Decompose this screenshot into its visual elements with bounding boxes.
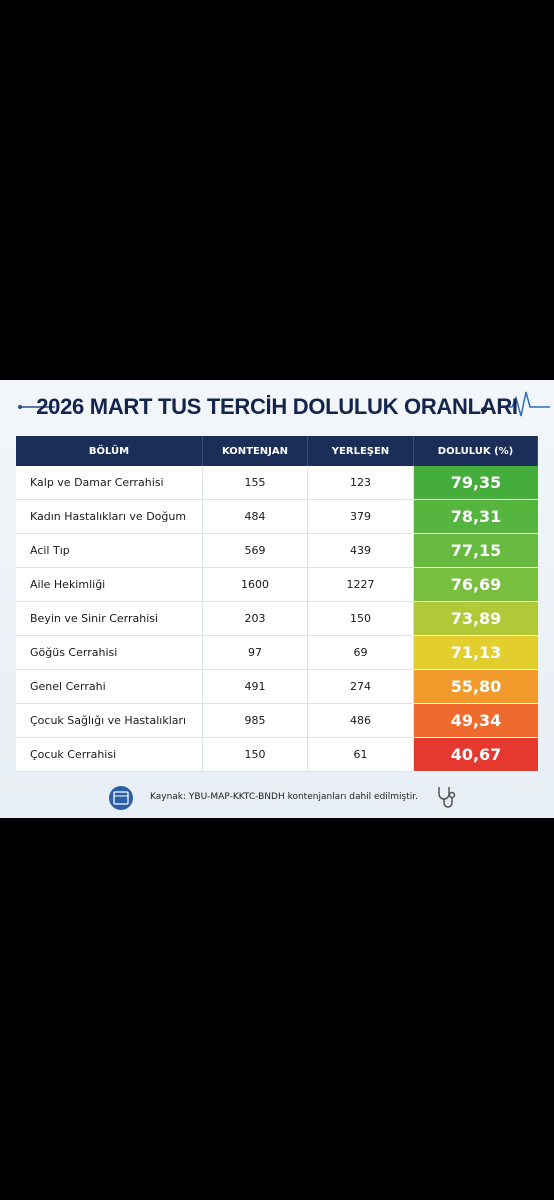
stethoscope-icon <box>438 787 456 808</box>
department-cell: Kadın Hastalıkları ve Doğum <box>16 500 203 534</box>
number-cell: 484 <box>203 500 308 534</box>
number-cell: 1227 <box>308 568 414 602</box>
occupancy-cell: 76,69 <box>414 568 538 602</box>
number-cell: 274 <box>308 670 414 704</box>
number-cell: 491 <box>203 670 308 704</box>
department-cell: Göğüs Cerrahisi <box>16 636 203 670</box>
department-cell: Genel Cerrahi <box>16 670 203 704</box>
number-cell: 379 <box>308 500 414 534</box>
number-cell: 150 <box>203 738 308 772</box>
occupancy-cell: 73,89 <box>414 602 538 636</box>
number-cell: 97 <box>203 636 308 670</box>
column-header: DOLULUK (%) <box>414 436 538 466</box>
calendar-icon <box>109 786 133 810</box>
department-cell: Çocuk Sağlığı ve Hastalıkları <box>16 704 203 738</box>
department-cell: Çocuk Cerrahisi <box>16 738 203 772</box>
column-header: KONTENJAN <box>203 436 308 466</box>
title-decor <box>18 391 550 417</box>
occupancy-cell: 77,15 <box>414 534 538 568</box>
department-cell: Acil Tıp <box>16 534 203 568</box>
number-cell: 1600 <box>203 568 308 602</box>
occupancy-cell: 78,31 <box>414 500 538 534</box>
department-cell: Aile Hekimliği <box>16 568 203 602</box>
number-cell: 150 <box>308 602 414 636</box>
department-cell: Beyin ve Sinir Cerrahisi <box>16 602 203 636</box>
title: 2026 MART TUS TERCİH DOLULUK ORANLARI <box>36 394 518 419</box>
occupancy-cell: 55,80 <box>414 670 538 704</box>
source-note: Kaynak: YBU-MAP-KKTC-BNDH kontenjanları … <box>150 792 419 802</box>
number-cell: 486 <box>308 704 414 738</box>
number-cell: 155 <box>203 466 308 500</box>
occupancy-cell: 71,13 <box>414 636 538 670</box>
number-cell: 985 <box>203 704 308 738</box>
number-cell: 69 <box>308 636 414 670</box>
department-cell: Kalp ve Damar Cerrahisi <box>16 466 203 500</box>
number-cell: 61 <box>308 738 414 772</box>
occupancy-cell: 49,34 <box>414 704 538 738</box>
number-cell: 123 <box>308 466 414 500</box>
infographic: 2026 MART TUS TERCİH DOLULUK ORANLARI BÖ… <box>0 380 554 818</box>
occupancy-cell: 40,67 <box>414 738 538 772</box>
occupancy-cell: 79,35 <box>414 466 538 500</box>
number-cell: 203 <box>203 602 308 636</box>
column-header: BÖLÜM <box>16 436 203 466</box>
number-cell: 439 <box>308 534 414 568</box>
number-cell: 569 <box>203 534 308 568</box>
column-header: YERLEŞEN <box>308 436 414 466</box>
